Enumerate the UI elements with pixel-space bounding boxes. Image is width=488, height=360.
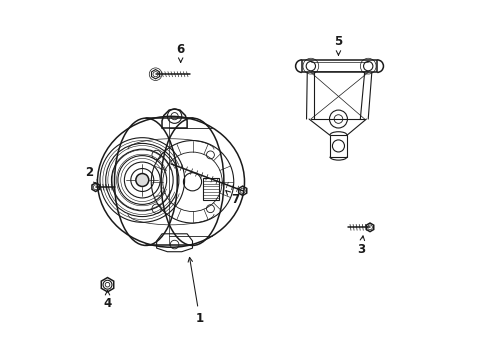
- Bar: [203, 178, 219, 200]
- Bar: [301, 60, 376, 72]
- Text: 6: 6: [176, 42, 184, 62]
- Text: 1: 1: [188, 257, 203, 325]
- Text: 2: 2: [85, 166, 98, 185]
- Bar: [329, 135, 346, 157]
- Circle shape: [136, 174, 148, 186]
- Text: 4: 4: [103, 291, 111, 310]
- Text: 5: 5: [334, 35, 342, 55]
- Text: 7: 7: [225, 190, 239, 206]
- Text: 3: 3: [356, 236, 365, 256]
